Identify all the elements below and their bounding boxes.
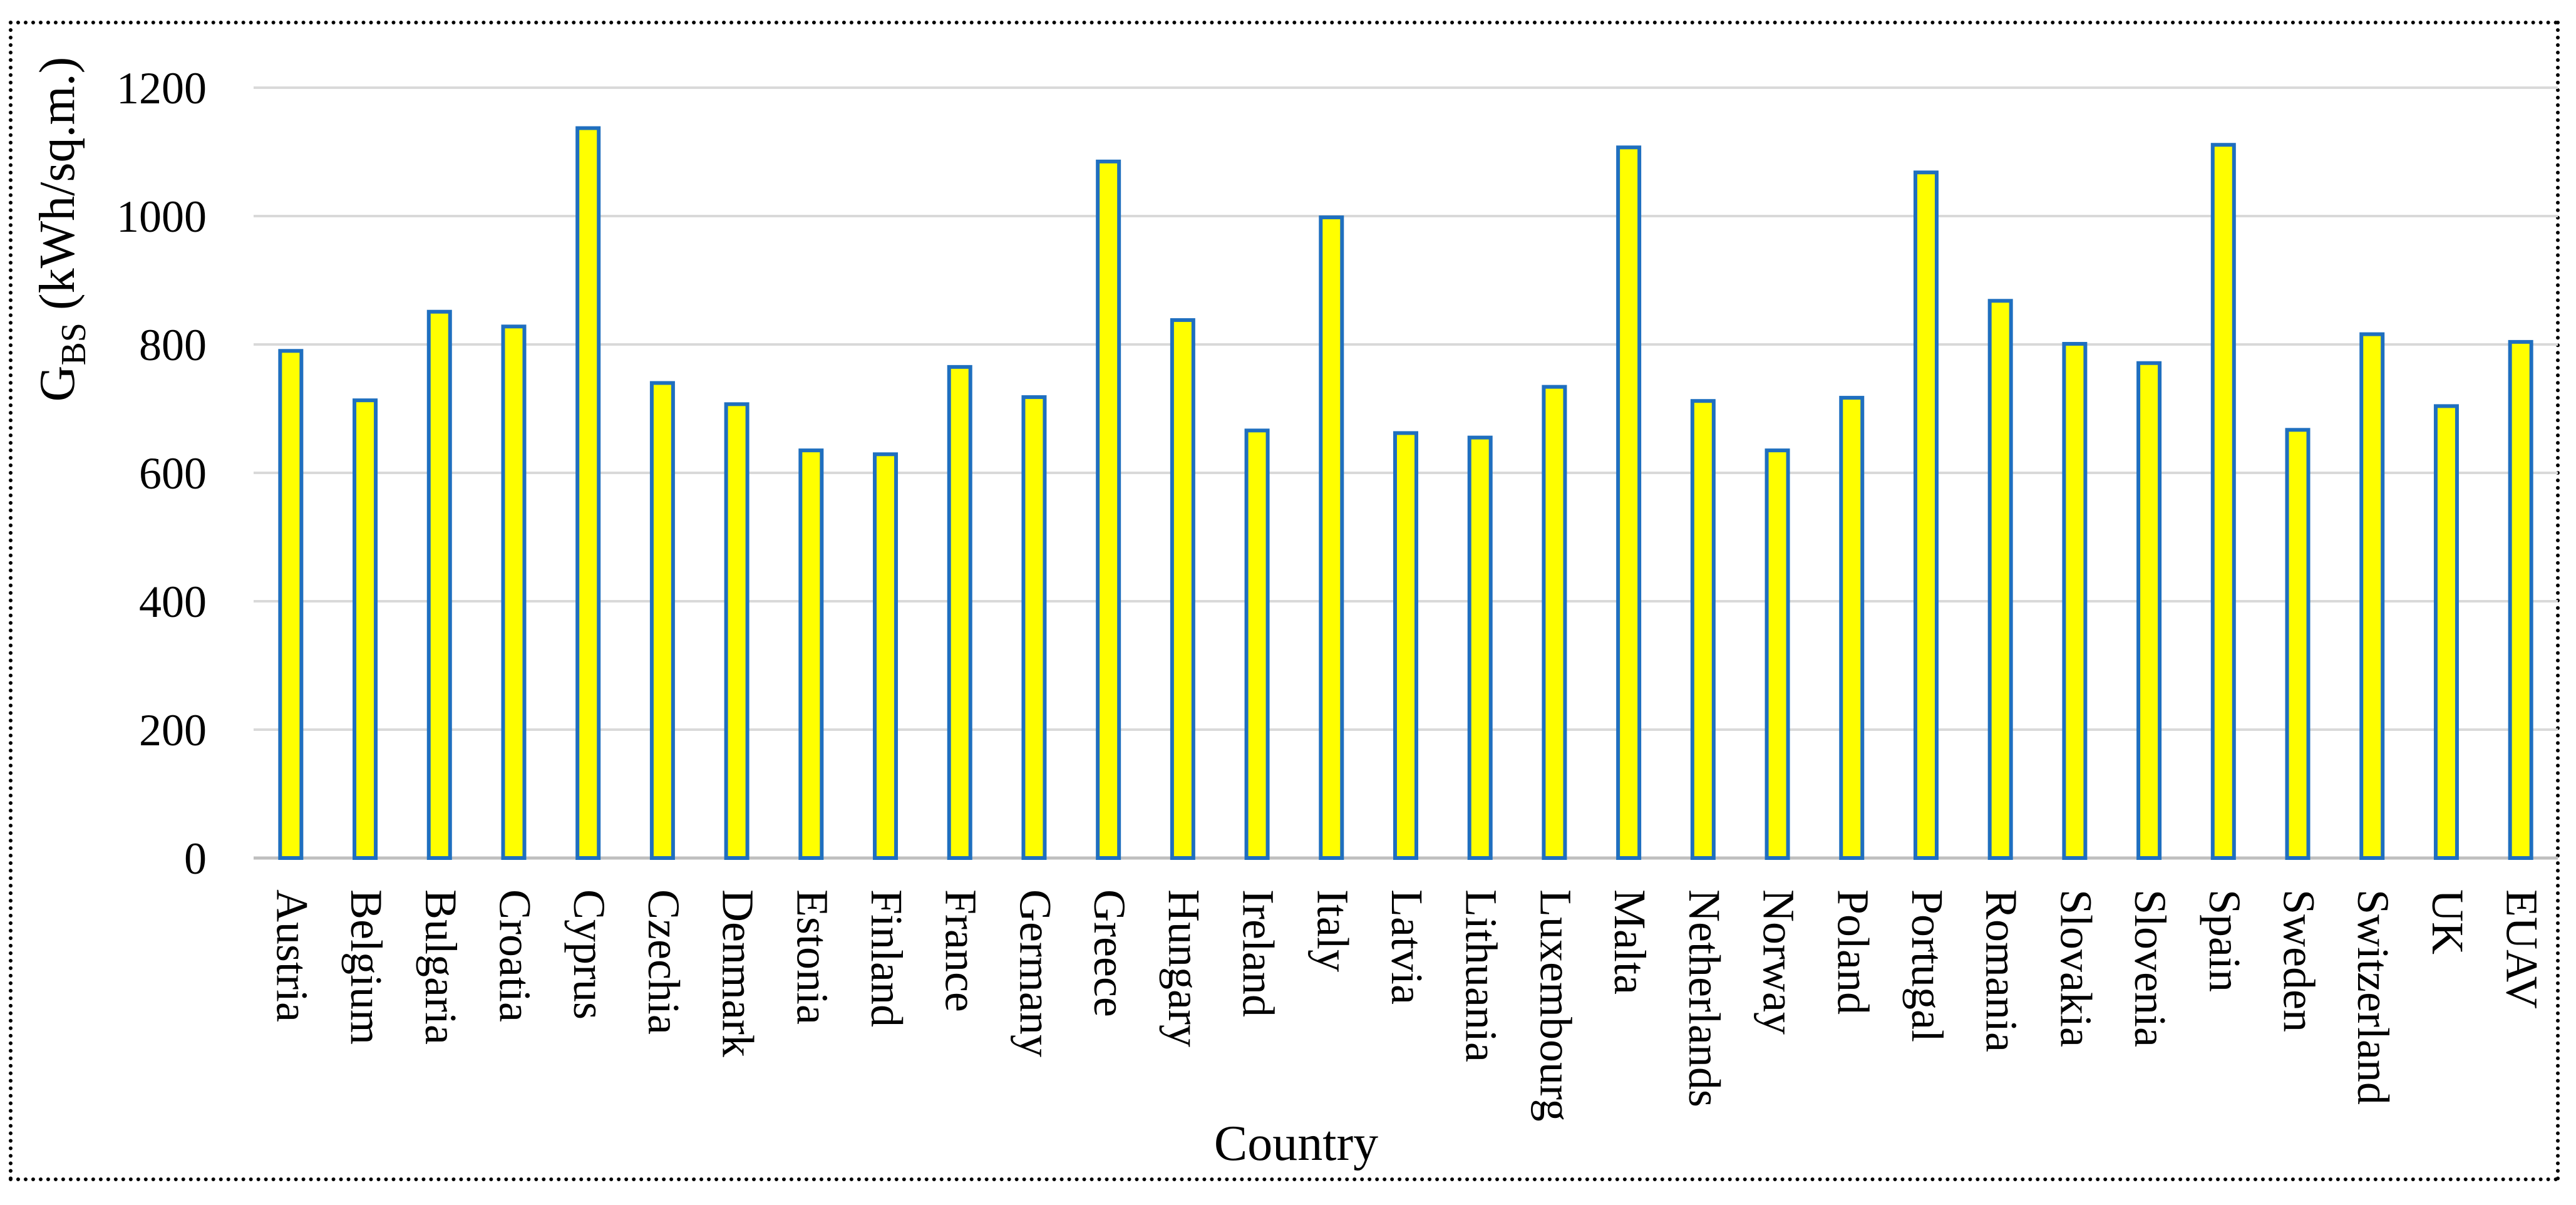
x-tick-label: Denmark xyxy=(713,889,763,1057)
x-tick-label: Romania xyxy=(1977,889,2027,1052)
x-tick-label: Latvia xyxy=(1382,889,1432,1005)
bar-euav xyxy=(2508,339,2533,860)
x-axis-categories: Austria Belgium Bulgaria Croatia Cyprus Czech… xyxy=(267,889,2547,1122)
bar-malta xyxy=(1616,145,1642,861)
y-tick-label: 1000 xyxy=(116,192,207,242)
x-tick-label: Netherlands xyxy=(1679,889,1729,1107)
bar-italy xyxy=(1319,215,1344,860)
y-axis-title: GBS (kWh/sq.m.) xyxy=(30,57,93,402)
x-tick-label: Portugal xyxy=(1902,889,1952,1042)
bar-cyprus xyxy=(575,126,601,861)
bar-hungary xyxy=(1170,318,1195,860)
x-tick-label: Croatia xyxy=(490,889,540,1022)
x-tick-label: Belgium xyxy=(341,889,391,1045)
x-tick-label: Austria xyxy=(267,889,317,1022)
bar-denmark xyxy=(724,402,750,860)
x-tick-label: Poland xyxy=(1828,889,1878,1015)
bar-greece xyxy=(1096,159,1121,860)
y-axis-title-sub: BS xyxy=(54,323,93,366)
bar-spain xyxy=(2210,143,2236,861)
bar-switzerland xyxy=(2359,332,2385,860)
bar-belgium xyxy=(353,398,378,860)
bar-bulgaria xyxy=(426,309,452,861)
x-tick-label: Spain xyxy=(2200,889,2250,992)
bar-norway xyxy=(1765,448,1790,860)
x-tick-label: Ireland xyxy=(1234,889,1284,1017)
y-tick-label: 800 xyxy=(139,320,207,370)
bar-sweden xyxy=(2285,428,2311,860)
bar-netherlands xyxy=(1690,399,1716,860)
bar-finland xyxy=(873,452,899,860)
y-tick-label: 400 xyxy=(139,577,207,627)
x-tick-label: Norway xyxy=(1754,889,1804,1035)
bar-slovenia xyxy=(2136,361,2162,860)
x-tick-label: Switzerland xyxy=(2348,889,2398,1105)
bar-luxembourg xyxy=(1542,385,1567,860)
x-tick-label: Luxembourg xyxy=(1530,889,1580,1122)
x-tick-label: EUAV xyxy=(2497,889,2547,1009)
x-tick-label: Lithuania xyxy=(1456,889,1507,1062)
x-tick-label: Bulgaria xyxy=(416,889,466,1045)
bar-estonia xyxy=(798,448,824,860)
bar-czechia xyxy=(649,381,675,860)
x-tick-label: Finland xyxy=(862,889,912,1027)
x-tick-label: Greece xyxy=(1084,889,1135,1017)
bars xyxy=(278,126,2533,861)
x-tick-label: Malta xyxy=(1605,889,1655,995)
x-axis-title: Country xyxy=(1214,1116,1378,1171)
bar-latvia xyxy=(1393,431,1418,860)
y-tick-label: 1200 xyxy=(116,63,207,113)
y-tick-label: 0 xyxy=(184,834,207,884)
bar-croatia xyxy=(501,324,527,860)
y-tick-label: 200 xyxy=(139,705,207,755)
bar-uk xyxy=(2433,404,2459,860)
x-tick-label: Germany xyxy=(1010,889,1060,1057)
y-axis-ticks: 0 200 400 600 800 1000 1200 xyxy=(116,63,207,884)
gridlines xyxy=(254,86,2558,860)
x-tick-label: Hungary xyxy=(1159,889,1209,1047)
x-tick-label: Italy xyxy=(1307,889,1358,972)
x-tick-label: UK xyxy=(2423,889,2473,954)
bar-ireland xyxy=(1244,428,1270,860)
bar-poland xyxy=(1839,396,1865,860)
bar-austria xyxy=(278,349,304,860)
bar-romania xyxy=(1987,299,2013,860)
bar-portugal xyxy=(1913,170,1939,860)
x-tick-label: Czechia xyxy=(639,889,689,1035)
bar-germany xyxy=(1021,395,1047,860)
x-tick-label: Cyprus xyxy=(564,889,614,1020)
y-axis-title-main: G xyxy=(30,366,85,402)
x-tick-label: Estonia xyxy=(787,889,837,1025)
bar-lithuania xyxy=(1467,435,1493,860)
bar-france xyxy=(947,365,972,860)
y-tick-label: 600 xyxy=(139,448,207,499)
x-tick-label: Slovakia xyxy=(2051,889,2101,1047)
bar-slovakia xyxy=(2062,341,2088,860)
x-tick-label: Slovenia xyxy=(2125,889,2175,1047)
x-tick-label: Sweden xyxy=(2274,889,2324,1032)
x-tick-label: France xyxy=(936,889,986,1012)
y-axis-title-rest: (kWh/sq.m.) xyxy=(30,57,85,323)
